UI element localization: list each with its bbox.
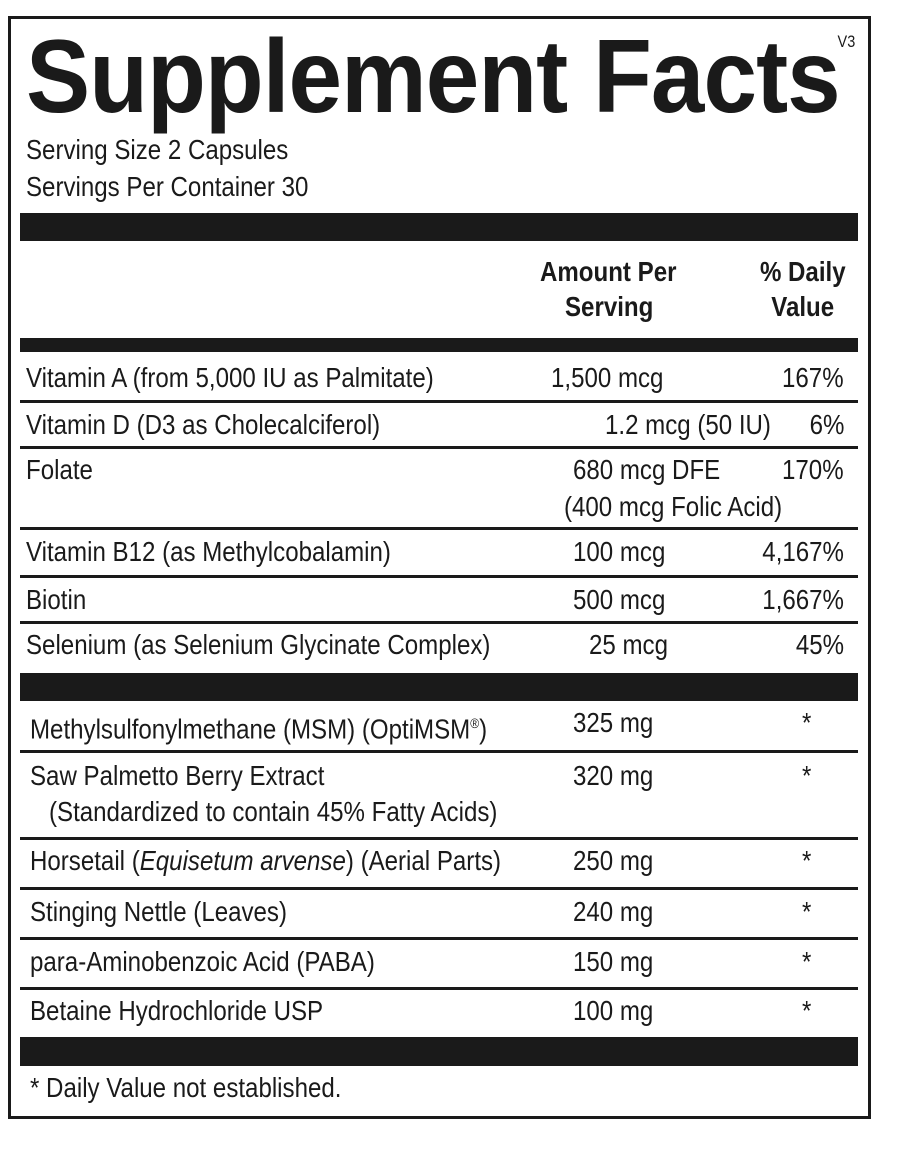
nutrient-amount: 500 mcg: [573, 584, 666, 615]
amount-header-2: Serving: [565, 291, 654, 322]
row-divider: [20, 837, 858, 840]
ingredient-dv: *: [802, 946, 812, 977]
ingredient-name: Stinging Nettle (Leaves): [30, 896, 287, 927]
ingredient-amount: 320 mg: [573, 760, 654, 791]
row-divider: [20, 987, 858, 990]
row-divider: [20, 621, 858, 624]
nutrient-amount-sub: (400 mcg Folic Acid): [564, 491, 783, 522]
nutrient-dv: 4,167%: [762, 536, 844, 567]
footnote: * Daily Value not established.: [30, 1072, 342, 1103]
nutrient-amount: 680 mcg DFE: [573, 454, 721, 485]
row-divider: [20, 575, 858, 578]
ingredient-dv: *: [802, 995, 812, 1026]
divider-bar: [20, 338, 858, 352]
version-label: V3: [837, 32, 856, 51]
row-divider: [20, 527, 858, 530]
nutrient-name: Vitamin A (from 5,000 IU as Palmitate): [26, 362, 434, 393]
nutrient-amount: 1.2 mcg (50 IU): [605, 409, 771, 440]
ingredient-amount: 250 mg: [573, 845, 654, 876]
nutrient-name: Biotin: [26, 584, 87, 615]
row-divider: [20, 937, 858, 940]
row-divider: [20, 887, 858, 890]
amount-header-1: Amount Per: [540, 256, 677, 287]
divider-bar: [20, 213, 858, 241]
nutrient-dv: 45%: [795, 629, 844, 660]
nutrient-dv: 167%: [782, 362, 844, 393]
nutrient-dv: 6%: [809, 409, 844, 440]
ingredient-dv: *: [802, 707, 812, 738]
divider-bar: [20, 673, 858, 701]
ingredient-amount: 325 mg: [573, 707, 654, 738]
row-divider: [20, 446, 858, 449]
ingredient-name: Betaine Hydrochloride USP: [30, 995, 324, 1026]
ingredient-name: Methylsulfonylmethane (MSM) (OptiMSM®): [30, 713, 488, 745]
row-divider: [20, 400, 858, 403]
panel-title: Supplement Facts: [26, 19, 841, 135]
nutrient-amount: 1,500 mcg: [551, 362, 664, 393]
ingredient-amount: 100 mg: [573, 995, 654, 1026]
ingredient-name-sub: (Standardized to contain 45% Fatty Acids…: [49, 796, 498, 827]
nutrient-dv: 170%: [782, 454, 844, 485]
ingredient-name: Saw Palmetto Berry Extract: [30, 760, 325, 791]
serving-size: Serving Size 2 Capsules: [26, 134, 289, 165]
divider-bar: [20, 1037, 858, 1066]
nutrient-dv: 1,667%: [762, 584, 844, 615]
nutrient-amount: 100 mcg: [573, 536, 666, 567]
dv-header-2: Value: [771, 291, 834, 322]
row-divider: [20, 750, 858, 753]
ingredient-amount: 240 mg: [573, 896, 654, 927]
servings-per-container: Servings Per Container 30: [26, 171, 309, 202]
nutrient-name: Vitamin B12 (as Methylcobalamin): [26, 536, 391, 567]
supplement-facts-panel: [8, 16, 871, 1119]
ingredient-name: para-Aminobenzoic Acid (PABA): [30, 946, 375, 977]
nutrient-name: Vitamin D (D3 as Cholecalciferol): [26, 409, 381, 440]
nutrient-name: Selenium (as Selenium Glycinate Complex): [26, 629, 491, 660]
ingredient-amount: 150 mg: [573, 946, 654, 977]
nutrient-name: Folate: [26, 454, 93, 485]
ingredient-dv: *: [802, 760, 812, 791]
ingredient-dv: *: [802, 896, 812, 927]
dv-header-1: % Daily: [760, 256, 846, 287]
ingredient-dv: *: [802, 845, 812, 876]
nutrient-amount: 25 mcg: [589, 629, 668, 660]
ingredient-name: Horsetail (Equisetum arvense) (Aerial Pa…: [30, 845, 502, 876]
